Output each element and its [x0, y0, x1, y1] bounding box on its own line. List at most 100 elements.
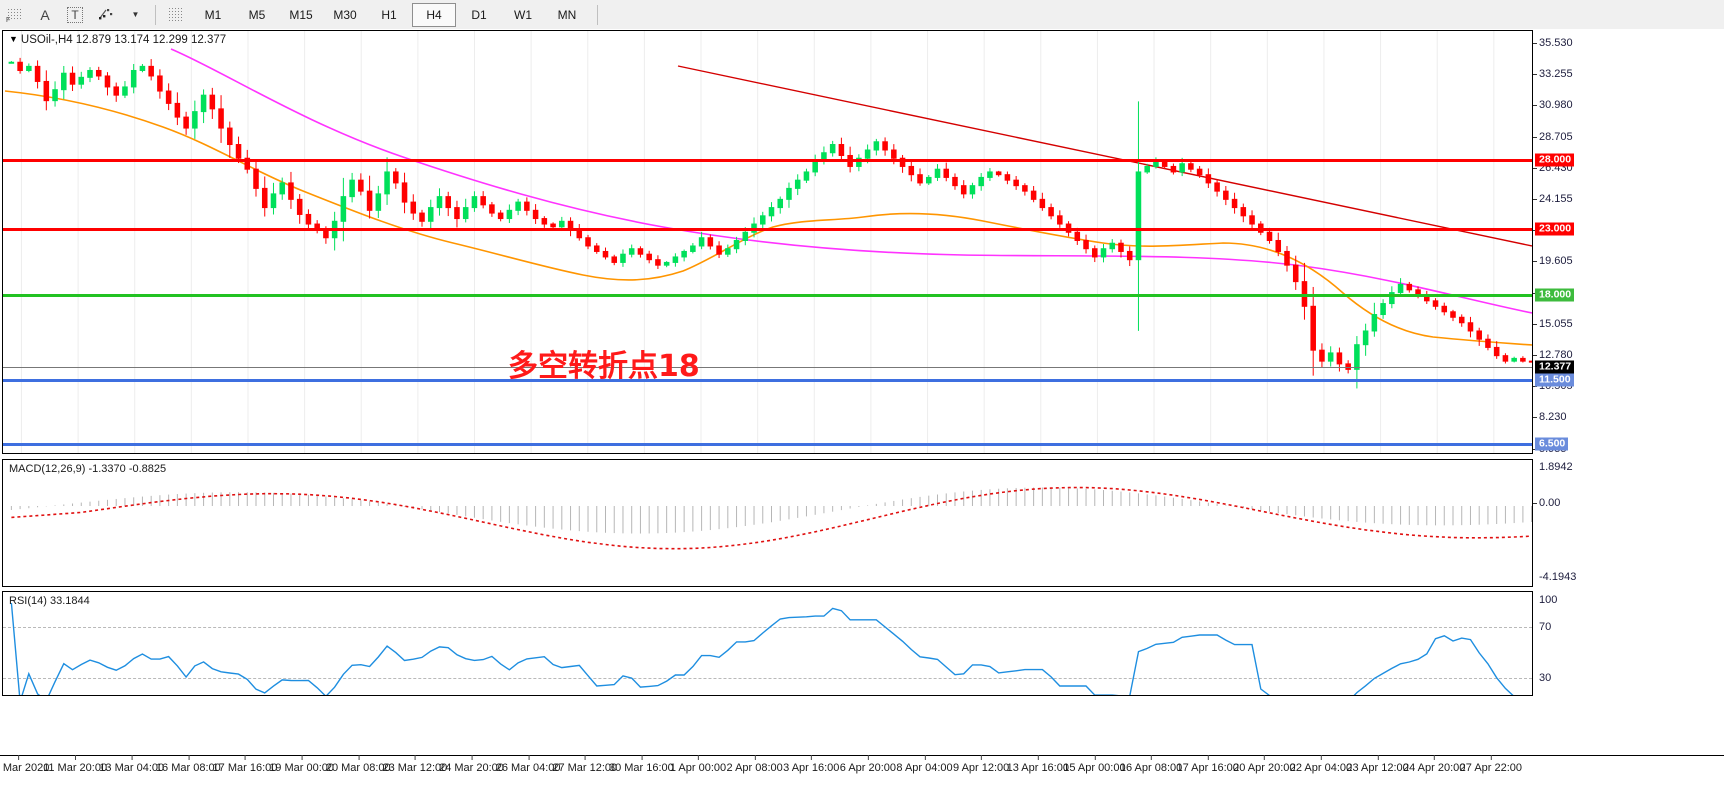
- symbol-header: ▼ USOil-,H4 12.879 13.174 12.299 12.377: [9, 34, 226, 46]
- macd-plot: [10, 486, 1532, 550]
- level-tag-11500[interactable]: 11.500: [1535, 373, 1574, 387]
- level-line-6500: [3, 443, 1532, 446]
- time-label-10: 27 Mar 12:00: [552, 755, 618, 774]
- level-line-23000: [3, 228, 1532, 231]
- time-label-12: 1 Apr 00:00: [669, 755, 727, 774]
- macd-axis: 1.8942 0.00 -4.1943: [1532, 459, 1724, 587]
- rsi-tick-70: 70: [1539, 621, 1552, 633]
- downtrend-line: [677, 65, 1532, 247]
- rsi-tick-30: 30: [1539, 672, 1552, 684]
- time-label-0: 10 Mar 2020: [0, 755, 49, 774]
- crosshair-grid-icon[interactable]: F: [1, 3, 29, 27]
- time-label-21: 17 Apr 16:00: [1176, 755, 1239, 774]
- price-tick-35-530: 35.530: [1533, 37, 1573, 50]
- price-tick-33-255: 33.255: [1533, 68, 1573, 81]
- price-pane[interactable]: ▼ USOil-,H4 12.879 13.174 12.299 12.377 多…: [2, 30, 1533, 454]
- timeframe-group: M1 M5 M15 M30 H1 H4 D1 W1 MN: [191, 2, 589, 27]
- time-label-23: 22 Apr 04:00: [1289, 755, 1353, 774]
- time-label-15: 6 Apr 20:00: [839, 755, 897, 774]
- objects-tool-icon[interactable]: [91, 3, 119, 27]
- price-tick-12-780: 12.780: [1533, 348, 1573, 361]
- text-label-tool-icon[interactable]: T: [61, 3, 89, 27]
- objects-dropdown-icon[interactable]: ▼: [131, 10, 140, 19]
- macd-tick-0: 1.8942: [1539, 461, 1573, 473]
- rsi-label: RSI(14) 33.1844: [9, 595, 90, 607]
- chart-area[interactable]: ▼ USOil-,H4 12.879 13.174 12.299 12.377 多…: [0, 29, 1724, 792]
- timeframe-m30[interactable]: M30: [333, 7, 357, 22]
- level-tag-18000[interactable]: 18.000: [1535, 288, 1575, 302]
- macd-tick-1: 0.00: [1532, 497, 1561, 509]
- time-label-8: 24 Mar 20:00: [439, 755, 504, 774]
- rsi-plot: [10, 602, 1514, 695]
- time-label-11: 30 Mar 16:00: [608, 755, 674, 774]
- time-label-9: 26 Mar 04:00: [495, 755, 561, 774]
- text-tool-icon[interactable]: A: [40, 6, 50, 23]
- level-tag-6500[interactable]: 6.500: [1535, 437, 1569, 451]
- timeframe-m5[interactable]: M5: [248, 7, 266, 22]
- price-tick-8-230: 8.230: [1533, 411, 1567, 424]
- periodicity-icon[interactable]: [162, 3, 190, 27]
- current-price-tag: 12.377: [1535, 360, 1575, 374]
- price-tick-19-605: 19.605: [1533, 255, 1573, 268]
- macd-label: MACD(12,26,9) -1.3370 -0.8825: [9, 463, 167, 475]
- symbol-ohlc-text: USOil-,H4 12.879 13.174 12.299 12.377: [20, 34, 227, 46]
- time-label-13: 2 Apr 08:00: [726, 755, 783, 774]
- rsi-line: [10, 602, 1514, 695]
- rsi-tick-100: 100: [1539, 594, 1558, 606]
- time-label-20: 16 Apr 08:00: [1119, 755, 1183, 774]
- timeframe-h1[interactable]: H1: [381, 7, 397, 22]
- timeframe-m15[interactable]: M15: [289, 7, 313, 22]
- time-label-14: 3 Apr 16:00: [783, 755, 840, 774]
- macd-pane[interactable]: MACD(12,26,9) -1.3370 -0.8825: [2, 459, 1533, 587]
- timeframe-d1[interactable]: D1: [471, 7, 487, 22]
- rsi-oversold-line: [3, 678, 1532, 679]
- ma-magenta-line: [170, 48, 1532, 314]
- time-label-4: 17 Mar 16:00: [212, 755, 278, 774]
- rsi-overbought-line: [3, 627, 1532, 628]
- time-label-19: 15 Apr 00:00: [1063, 755, 1126, 774]
- time-label-18: 13 Apr 16:00: [1006, 755, 1069, 774]
- level-tag-23000[interactable]: 23.000: [1535, 222, 1575, 236]
- time-label-5: 19 Mar 00:00: [269, 755, 335, 774]
- level-line-28000: [3, 159, 1532, 162]
- timeframe-mn[interactable]: MN: [557, 7, 577, 22]
- time-label-6: 20 Mar 08:00: [325, 755, 391, 774]
- time-label-25: 24 Apr 20:00: [1402, 755, 1466, 774]
- time-label-26: 27 Apr 22:00: [1459, 755, 1523, 774]
- time-label-2: 13 Mar 04:00: [99, 755, 165, 774]
- toolbar-separator-right: [597, 4, 598, 25]
- price-tick-30-980: 30.980: [1533, 99, 1573, 112]
- price-plot: [4, 31, 1532, 453]
- macd-tick-2: -4.1943: [1539, 571, 1577, 583]
- ma-orange-line: [4, 90, 1532, 346]
- candlestick-series: [8, 57, 1532, 389]
- toolbar: F A T ▼ M1 M5 M15 M30 H1 H4 D1 W1 MN: [0, 0, 1724, 30]
- timeframe-h4[interactable]: H4: [412, 2, 456, 27]
- time-label-3: 16 Mar 08:00: [155, 755, 221, 774]
- timeframe-m1[interactable]: M1: [204, 7, 222, 22]
- time-label-16: 8 Apr 04:00: [896, 755, 953, 774]
- macd-histogram: [10, 487, 1532, 534]
- rsi-axis: 100 70 30: [1533, 591, 1724, 696]
- time-label-7: 23 Mar 12:00: [382, 755, 448, 774]
- level-line-11500: [3, 379, 1532, 382]
- price-tick-28-705: 28.705: [1533, 130, 1573, 143]
- toolbar-separator: [155, 4, 156, 25]
- timeframe-w1[interactable]: W1: [514, 7, 532, 22]
- time-label-22: 20 Apr 20:00: [1233, 755, 1296, 774]
- level-tag-28000[interactable]: 28.000: [1535, 153, 1575, 167]
- rsi-pane[interactable]: RSI(14) 33.1844: [2, 591, 1533, 696]
- level-line-18000: [3, 294, 1532, 297]
- time-label-17: 9 Apr 12:00: [953, 755, 1010, 774]
- current-price-line: [3, 367, 1532, 368]
- price-axis[interactable]: 35.53033.25530.98028.70526.43024.15521.8…: [1533, 30, 1724, 455]
- symbol-dropdown-icon[interactable]: ▼: [9, 34, 18, 44]
- price-tick-15-055: 15.055: [1533, 317, 1573, 330]
- time-label-1: 11 Mar 20:00: [43, 755, 108, 774]
- macd-signal-line: [11, 486, 1532, 550]
- price-tick-24-155: 24.155: [1533, 192, 1573, 205]
- chart-annotation: 多空转折点18: [508, 349, 700, 384]
- time-label-24: 23 Apr 12:00: [1346, 755, 1409, 774]
